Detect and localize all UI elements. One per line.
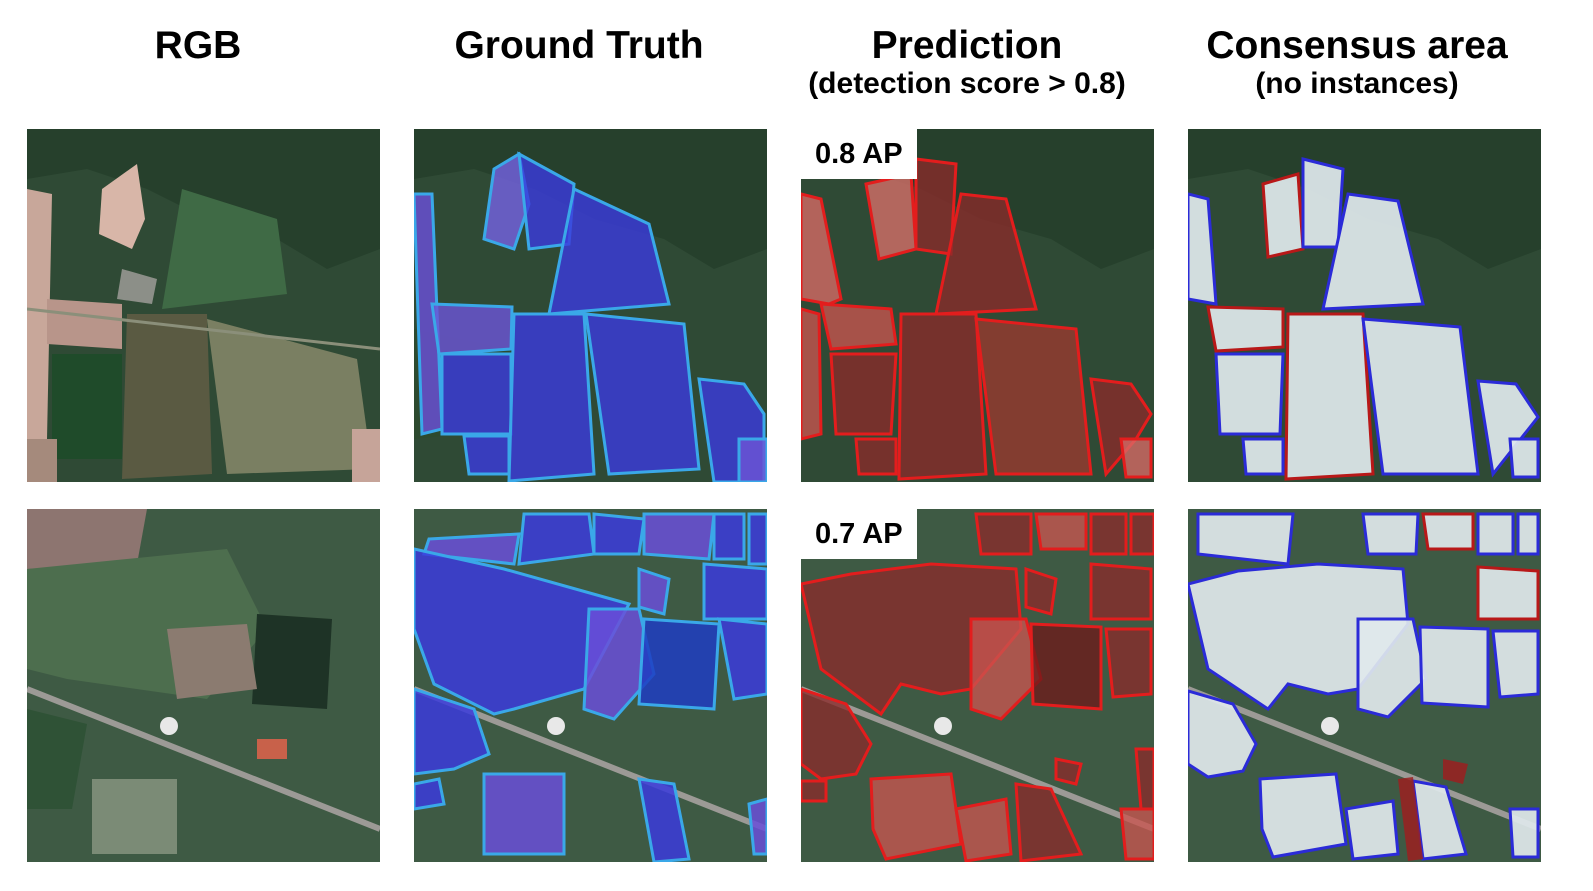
prediction-image-row-1: 0.8 AP (801, 129, 1154, 482)
consensus-image-row-2 (1188, 509, 1541, 862)
rgb-image-row-2 (27, 509, 380, 862)
column-subtitle-consensus: (no instances) (1255, 67, 1459, 100)
column-title-consensus: Consensus area (1206, 24, 1508, 67)
column-title-rgb: RGB (154, 24, 242, 67)
rgb-image-row-1 (27, 129, 380, 482)
consensus-image-row-1 (1188, 129, 1541, 482)
ground-truth-image-row-2 (414, 509, 767, 862)
column-header-ground-truth: Ground Truth (369, 24, 789, 68)
column-title-ground-truth: Ground Truth (454, 24, 704, 67)
ap-label-row-1: 0.8 AP (801, 129, 917, 179)
prediction-image-row-2: 0.7 AP (801, 509, 1154, 862)
column-subtitle-prediction: (detection score > 0.8) (808, 67, 1126, 100)
column-title-prediction: Prediction (871, 24, 1063, 67)
ground-truth-image-row-1 (414, 129, 767, 482)
column-header-rgb: RGB (0, 24, 408, 68)
column-header-prediction: Prediction (detection score > 0.8) (757, 24, 1177, 100)
column-header-consensus: Consensus area (no instances) (1147, 24, 1567, 100)
ap-label-row-2: 0.7 AP (801, 509, 917, 559)
